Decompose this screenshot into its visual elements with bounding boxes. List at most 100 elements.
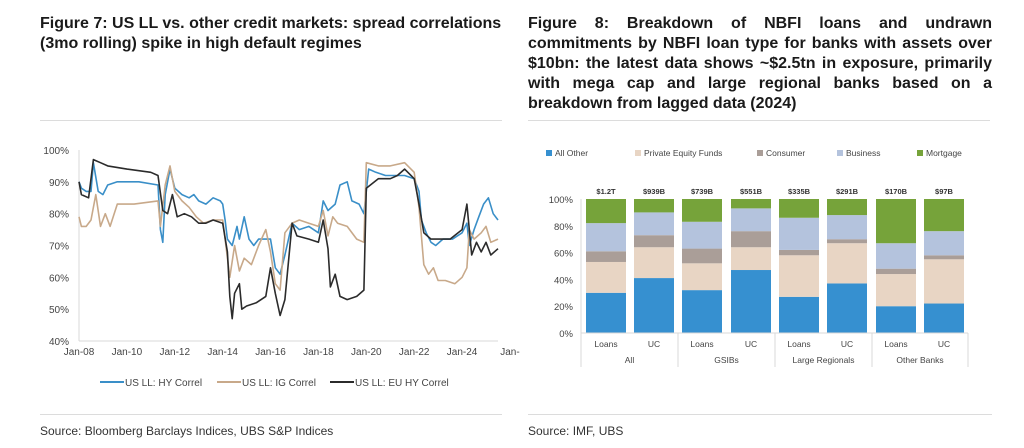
bar-segment-mortgage — [586, 199, 626, 224]
bar-total-label: $739B — [691, 187, 714, 196]
bar-segment-all-other — [586, 292, 626, 333]
bar-segment-consumer — [586, 251, 626, 262]
y-tick-label: 80% — [554, 222, 574, 233]
bar-segment-business — [731, 208, 771, 232]
x-tick-label: Jan-22 — [399, 347, 430, 358]
legend-label: Private Equity Funds — [644, 148, 722, 158]
bar-segment-business — [876, 243, 916, 269]
bar-segment-all-other — [924, 303, 964, 333]
figure8-source: Source: IMF, UBS — [528, 424, 624, 438]
figure7-source: Source: Bloomberg Barclays Indices, UBS … — [40, 424, 334, 438]
bar-segment-private-equity-funds — [586, 261, 626, 293]
bar-segment-all-other — [876, 306, 916, 333]
x-category-label: UC — [938, 339, 950, 349]
legend-label: Mortgage — [926, 148, 962, 158]
figure8-panel: Figure 8: Breakdown of NBFI loans and un… — [528, 0, 992, 448]
x-category-label: UC — [648, 339, 660, 349]
x-category-label: UC — [745, 339, 757, 349]
x-category-label: Loans — [884, 339, 907, 349]
bar-segment-consumer — [924, 255, 964, 260]
x-tick-label: Jan- — [500, 347, 519, 358]
legend-swatch — [837, 150, 843, 156]
figure8-bottom-rule — [528, 414, 992, 415]
bar-total-label: $551B — [740, 187, 763, 196]
y-tick-label: 80% — [49, 210, 69, 221]
bar-segment-private-equity-funds — [634, 247, 674, 279]
y-tick-label: 100% — [549, 195, 574, 206]
bar-total-label: $939B — [643, 187, 666, 196]
bar-segment-mortgage — [731, 199, 771, 209]
bar-segment-private-equity-funds — [827, 243, 867, 284]
legend-label: US LL: HY Correl — [125, 378, 202, 389]
figure8-bar-chart: All Other Private Equity Funds Consumer Bus… — [546, 148, 969, 367]
y-tick-label: 100% — [43, 146, 69, 157]
x-tick-label: Jan-14 — [207, 347, 238, 358]
bar-total-label: $97B — [935, 187, 954, 196]
figure8-title: Figure 8: Breakdown of NBFI loans and un… — [528, 15, 992, 112]
y-tick-label: 90% — [49, 178, 69, 189]
legend-swatch — [757, 150, 763, 156]
legend-label: All Other — [555, 148, 588, 158]
legend-label: US LL: EU HY Correl — [355, 378, 449, 389]
bar-segment-private-equity-funds — [682, 263, 722, 291]
figure7-title-line1: Figure 7: US LL vs. other credit markets… — [40, 15, 502, 32]
x-group-label: GSIBs — [714, 355, 739, 365]
bar-segment-private-equity-funds — [779, 255, 819, 297]
bar-total-label: $291B — [836, 187, 859, 196]
x-tick-label: Jan-20 — [351, 347, 382, 358]
x-tick-label: Jan-18 — [303, 347, 334, 358]
y-tick-label: 60% — [49, 273, 69, 284]
bar-segment-mortgage — [682, 199, 722, 222]
y-tick-label: 50% — [49, 305, 69, 316]
bar-segment-mortgage — [876, 199, 916, 244]
legend-swatch — [546, 150, 552, 156]
y-tick-label: 0% — [559, 329, 573, 340]
bar-segment-business — [827, 215, 867, 240]
bar-segment-all-other — [779, 296, 819, 333]
bar-segment-all-other — [634, 278, 674, 333]
bar-segment-private-equity-funds — [731, 247, 771, 271]
bar-total-label: $170B — [885, 187, 908, 196]
bar-segment-all-other — [827, 283, 867, 333]
x-tick-label: Jan-12 — [159, 347, 190, 358]
bar-segment-private-equity-funds — [924, 259, 964, 304]
bar-segment-mortgage — [779, 199, 819, 218]
bar-segment-consumer — [827, 239, 867, 244]
bar-segment-mortgage — [827, 199, 867, 216]
bar-segment-mortgage — [924, 199, 964, 232]
legend-swatch — [635, 150, 641, 156]
x-category-label: Loans — [594, 339, 617, 349]
y-tick-label: 40% — [554, 275, 574, 286]
bar-segment-all-other — [682, 290, 722, 333]
x-tick-label: Jan-24 — [447, 347, 478, 358]
bar-segment-business — [586, 223, 626, 252]
bar-segment-consumer — [876, 268, 916, 275]
figure7-bottom-rule — [40, 414, 502, 415]
x-tick-label: Jan-10 — [112, 347, 143, 358]
figure7-top-rule — [40, 120, 502, 121]
series-line-us-ll-ig-correl — [78, 161, 499, 291]
legend-label: Consumer — [766, 148, 805, 158]
legend-swatch — [917, 150, 923, 156]
x-tick-label: Jan-16 — [255, 347, 286, 358]
bar-segment-consumer — [779, 249, 819, 256]
bar-segment-business — [924, 231, 964, 256]
bar-segment-consumer — [682, 248, 722, 264]
bar-segment-business — [779, 217, 819, 250]
bar-segment-business — [634, 212, 674, 236]
bar-segment-business — [682, 221, 722, 249]
y-tick-label: 60% — [554, 249, 574, 260]
y-tick-label: 40% — [49, 337, 69, 348]
x-group-label: Large Regionals — [793, 355, 855, 365]
figure7-line-chart: 40% 50% 60% 70% 80% 90% 100% Jan-08 Jan-10 Jan-12… — [43, 146, 519, 389]
figure7-title: Figure 7: US LL vs. other credit markets… — [40, 14, 502, 54]
x-group-label: All — [625, 355, 635, 365]
legend-label: Business — [846, 148, 881, 158]
figure8-top-rule — [528, 120, 990, 121]
x-group-label: Other Banks — [896, 355, 943, 365]
bar-segment-consumer — [731, 231, 771, 248]
bar-segment-private-equity-funds — [876, 274, 916, 307]
bar-total-label: $1.2T — [596, 187, 616, 196]
x-category-label: Loans — [787, 339, 810, 349]
bar-total-label: $335B — [788, 187, 811, 196]
